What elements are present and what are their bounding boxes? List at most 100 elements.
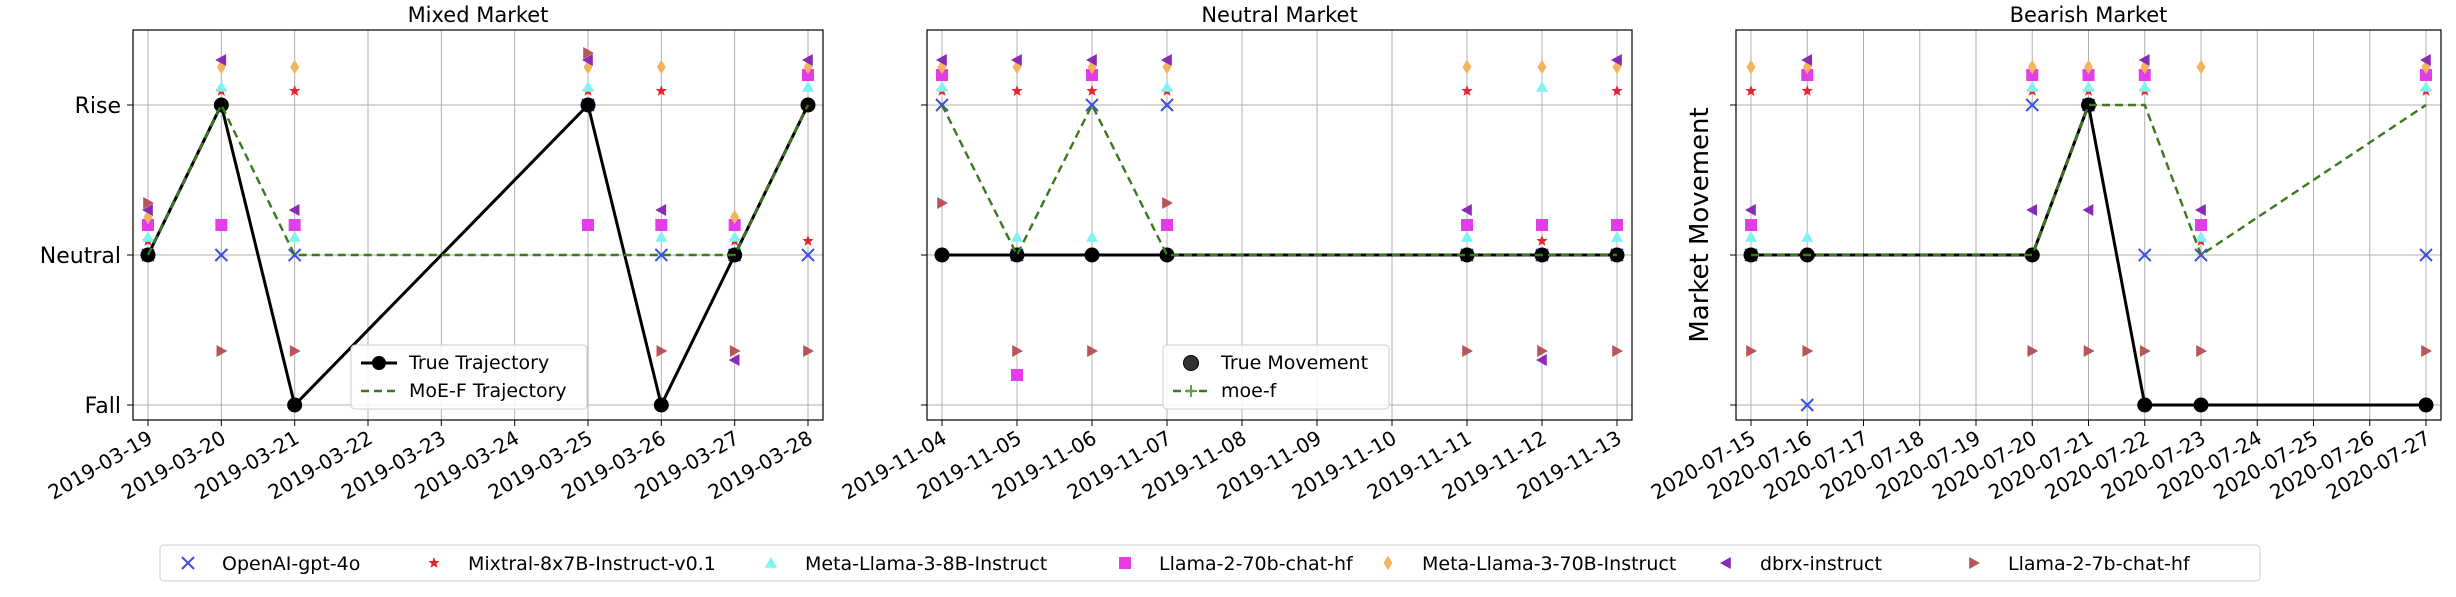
series-line-moe — [940, 102, 1617, 258]
data-point-dbrx-instruct — [2195, 204, 2206, 216]
data-point-llama-2-70b-chat-hf — [2195, 219, 2207, 231]
series-point-true — [2193, 397, 2209, 413]
data-point-llama-2-70b-chat-hf — [1161, 219, 1173, 231]
chart-panel: Mixed MarketFallNeutralRise2019-03-19201… — [40, 3, 824, 504]
legend-swatch-true-marker — [1183, 355, 1199, 371]
data-point-dbrx-instruct — [1745, 204, 1756, 216]
data-point-dbrx-instruct — [1536, 354, 1547, 366]
legend-bottom: OpenAI-gpt-4o Mixtral-8x7B-Instruct-v0.1 M… — [159, 544, 2261, 582]
data-point-meta-llama-3-70b-instruct — [1462, 59, 1472, 75]
legend-marker-dbrx-instruct — [1720, 557, 1731, 569]
data-point-dbrx-instruct — [728, 354, 740, 366]
legend-box — [159, 544, 2261, 582]
data-point-llama-2-70b-chat-hf — [1086, 69, 1098, 81]
y-tick-label: Rise — [75, 94, 121, 119]
legend-label: dbrx-instruct — [1760, 553, 1882, 575]
data-point-llama-2-70b-chat-hf — [2026, 69, 2039, 81]
panel-legend: True Trajectory MoE-F Trajectory — [350, 344, 588, 410]
data-point-llama-2-70b-chat-hf — [802, 69, 814, 81]
series-point-true — [1459, 247, 1475, 263]
plot-frame — [132, 29, 824, 421]
data-point-dbrx-instruct — [1611, 54, 1622, 66]
data-point-openai-gpt-4o — [2419, 248, 2433, 262]
legend-marker-openai-gpt-4o — [181, 556, 195, 570]
data-point-meta-llama-3-70b-instruct — [2196, 59, 2206, 75]
data-point-llama-2-70b-chat-hf — [1801, 69, 1814, 81]
legend-label: OpenAI-gpt-4o — [222, 553, 360, 575]
data-point-meta-llama-3-8b-instruct — [655, 231, 668, 242]
series-line-moe — [146, 102, 810, 257]
data-point-meta-llama-3-70b-instruct — [656, 59, 666, 75]
series-point-true — [287, 397, 303, 413]
legend-label: MoE-F Trajectory — [409, 380, 567, 402]
legend-label: Meta-Llama-3-70B-Instruct — [1422, 553, 1676, 575]
data-point-meta-llama-3-8b-instruct — [2195, 231, 2207, 242]
data-point-dbrx-instruct — [288, 204, 300, 216]
data-point-openai-gpt-4o — [214, 248, 229, 262]
data-point-dbrx-instruct — [142, 204, 153, 216]
data-point-mixtral-8x7b-instruct-v0-1 — [1011, 85, 1023, 96]
data-point-dbrx-instruct — [2082, 204, 2094, 216]
series-point-true — [2418, 397, 2434, 413]
data-point-dbrx-instruct — [2138, 54, 2150, 66]
data-point-dbrx-instruct — [655, 204, 667, 216]
data-point-mixtral-8x7b-instruct-v0-1 — [1536, 235, 1548, 246]
data-point-llama-2-7b-chat-hf — [1087, 345, 1098, 357]
data-point-meta-llama-3-8b-instruct — [1745, 231, 1757, 242]
legend-label: Meta-Llama-3-8B-Instruct — [805, 553, 1047, 575]
legend-label: Llama-2-70b-chat-hf — [1159, 553, 1354, 575]
data-point-llama-2-70b-chat-hf — [2138, 69, 2151, 81]
data-point-llama-2-7b-chat-hf — [1746, 345, 1757, 357]
legend-label: Llama-2-7b-chat-hf — [2008, 553, 2191, 575]
panel-legend-box — [350, 344, 588, 410]
data-point-mixtral-8x7b-instruct-v0-1 — [1801, 85, 1813, 96]
data-point-llama-2-70b-chat-hf — [142, 219, 154, 231]
data-point-llama-2-7b-chat-hf — [1537, 345, 1548, 357]
legend-label: moe-f — [1221, 380, 1278, 402]
data-point-dbrx-instruct — [2420, 54, 2431, 66]
legend-marker-meta-llama-3-70b-instruct — [1383, 555, 1393, 571]
data-point-llama-2-7b-chat-hf — [2083, 345, 2095, 357]
legend-marker-meta-llama-3-8b-instruct — [765, 557, 777, 568]
data-point-meta-llama-3-70b-instruct — [803, 59, 813, 75]
data-point-llama-2-70b-chat-hf — [582, 219, 594, 231]
series-point-true — [213, 97, 229, 113]
series-point-true — [934, 247, 950, 263]
data-point-openai-gpt-4o — [1085, 98, 1099, 112]
data-point-meta-llama-3-70b-instruct — [2140, 59, 2150, 75]
data-point-meta-llama-3-70b-instruct — [1012, 59, 1022, 75]
data-point-meta-llama-3-8b-instruct — [1801, 231, 1814, 242]
data-point-llama-2-7b-chat-hf — [729, 345, 741, 357]
plot-frame — [926, 29, 1633, 421]
data-point-llama-2-70b-chat-hf — [728, 219, 741, 231]
chart-panels: Mixed MarketFallNeutralRise2019-03-19201… — [40, 3, 2442, 504]
series-line-moe — [1751, 103, 2427, 257]
legend-marker-llama-2-70b-chat-hf — [1119, 557, 1131, 569]
data-point-meta-llama-3-8b-instruct — [1536, 81, 1548, 92]
data-point-meta-llama-3-70b-instruct — [1802, 59, 1812, 75]
y-axis-label: Market Movement — [1685, 107, 1715, 342]
data-point-meta-llama-3-8b-instruct — [2420, 81, 2432, 92]
data-point-meta-llama-3-8b-instruct — [2026, 81, 2039, 92]
data-point-llama-2-70b-chat-hf — [2082, 69, 2095, 81]
data-point-openai-gpt-4o — [654, 248, 669, 262]
data-point-meta-llama-3-70b-instruct — [1612, 59, 1622, 75]
data-point-openai-gpt-4o — [2025, 98, 2039, 112]
chart-title: Bearish Market — [2010, 3, 2168, 27]
data-point-dbrx-instruct — [1011, 54, 1022, 66]
y-tick-label: Fall — [85, 394, 121, 419]
legend-label: True Trajectory — [408, 352, 549, 374]
data-point-llama-2-7b-chat-hf — [1802, 345, 1814, 357]
data-point-llama-2-7b-chat-hf — [1162, 197, 1173, 209]
data-point-llama-2-70b-chat-hf — [936, 69, 948, 81]
data-point-meta-llama-3-8b-instruct — [1161, 81, 1173, 92]
data-point-meta-llama-3-8b-instruct — [936, 81, 948, 92]
data-point-meta-llama-3-70b-instruct — [1746, 59, 1756, 75]
legend-swatch-moe-marker — [1185, 385, 1197, 397]
legend-label: True Movement — [1220, 352, 1368, 374]
data-point-llama-2-7b-chat-hf — [143, 197, 154, 209]
data-point-meta-llama-3-70b-instruct — [1537, 59, 1547, 75]
data-point-openai-gpt-4o — [2138, 248, 2152, 262]
